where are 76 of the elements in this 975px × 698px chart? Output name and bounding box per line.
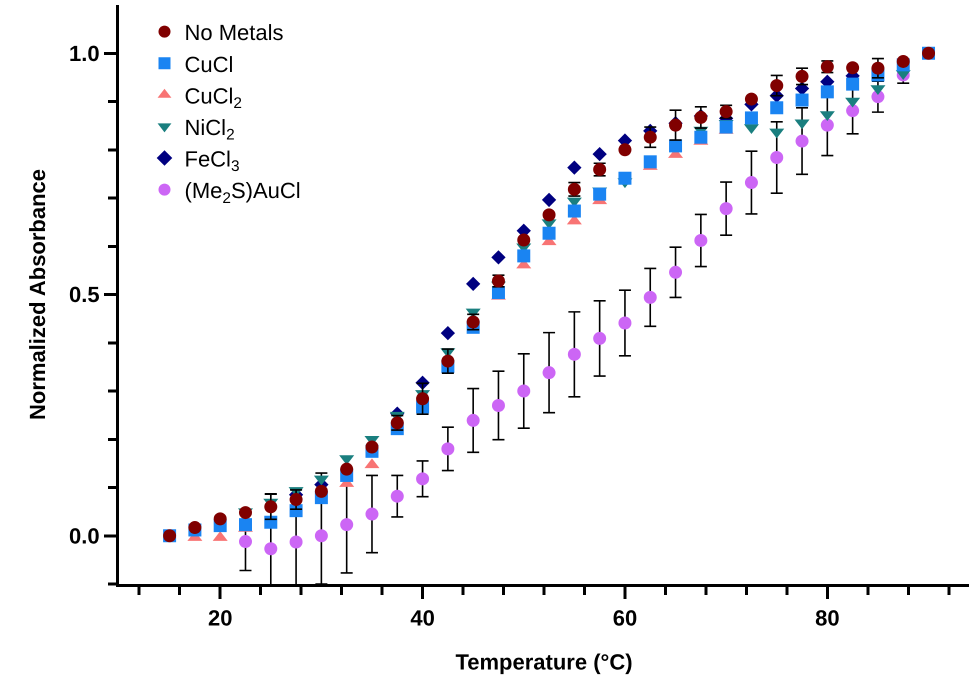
legend-label: CuCl	[184, 52, 234, 77]
point	[340, 462, 354, 476]
point	[846, 78, 860, 91]
point	[744, 176, 758, 190]
point	[593, 188, 606, 201]
point	[365, 440, 378, 454]
point	[441, 442, 454, 456]
y-axis-title: Normalized Absorbance	[24, 168, 50, 420]
point	[592, 146, 607, 162]
point	[440, 326, 456, 340]
point	[796, 134, 809, 148]
point	[618, 143, 632, 156]
x-tick-label: 20	[208, 605, 232, 630]
point	[492, 398, 505, 412]
point	[694, 234, 708, 247]
point	[214, 512, 227, 526]
point	[491, 250, 506, 264]
point	[314, 529, 328, 542]
y-tick-label: 1.0	[69, 40, 100, 66]
point	[542, 192, 556, 208]
point	[441, 354, 454, 368]
point	[644, 290, 657, 304]
point	[669, 118, 682, 132]
point	[264, 542, 278, 556]
point	[542, 226, 556, 240]
point	[694, 130, 708, 144]
point	[593, 332, 606, 345]
point	[542, 208, 556, 222]
point	[517, 249, 530, 262]
legend-label: No Metals	[184, 20, 284, 46]
point	[770, 79, 784, 92]
point	[542, 366, 556, 380]
point	[820, 118, 834, 132]
point	[314, 484, 328, 498]
x-axis-title: Temperature (°C)	[455, 649, 633, 674]
point	[846, 104, 860, 118]
x-tick-label: 80	[815, 605, 840, 630]
x-tick-label: 40	[410, 605, 435, 630]
legend-label: FeCl$_{3}$	[184, 146, 240, 176]
point	[568, 204, 581, 218]
point	[517, 384, 530, 398]
point	[466, 414, 480, 427]
point	[744, 111, 758, 124]
legend-label: NiCl$_{2}$	[184, 114, 235, 144]
point	[846, 61, 860, 74]
point	[720, 202, 733, 216]
point	[390, 490, 404, 503]
point	[896, 54, 910, 68]
point	[618, 316, 632, 330]
point	[796, 94, 809, 107]
point	[416, 472, 430, 486]
point	[720, 120, 733, 134]
point	[340, 518, 354, 532]
point	[644, 130, 657, 144]
x-tick-label: 60	[612, 605, 638, 630]
point	[264, 500, 278, 514]
point	[744, 92, 758, 106]
point	[238, 535, 252, 548]
point	[820, 85, 834, 98]
y-tick-label: 0.0	[69, 523, 100, 548]
point	[290, 536, 303, 549]
legend-label: (Me$_{2}$S)AuCl	[184, 178, 301, 207]
point	[416, 392, 430, 406]
point	[517, 233, 530, 246]
legend-label: CuCl$_{2}$	[184, 83, 242, 112]
y-tick-label: 0.5	[69, 282, 100, 308]
point	[365, 508, 378, 521]
point	[770, 101, 784, 114]
point	[644, 155, 657, 168]
point	[238, 518, 252, 532]
point	[618, 172, 632, 185]
point	[567, 160, 582, 175]
point	[466, 276, 480, 292]
point	[770, 150, 784, 164]
point	[669, 266, 682, 279]
point	[568, 348, 581, 361]
